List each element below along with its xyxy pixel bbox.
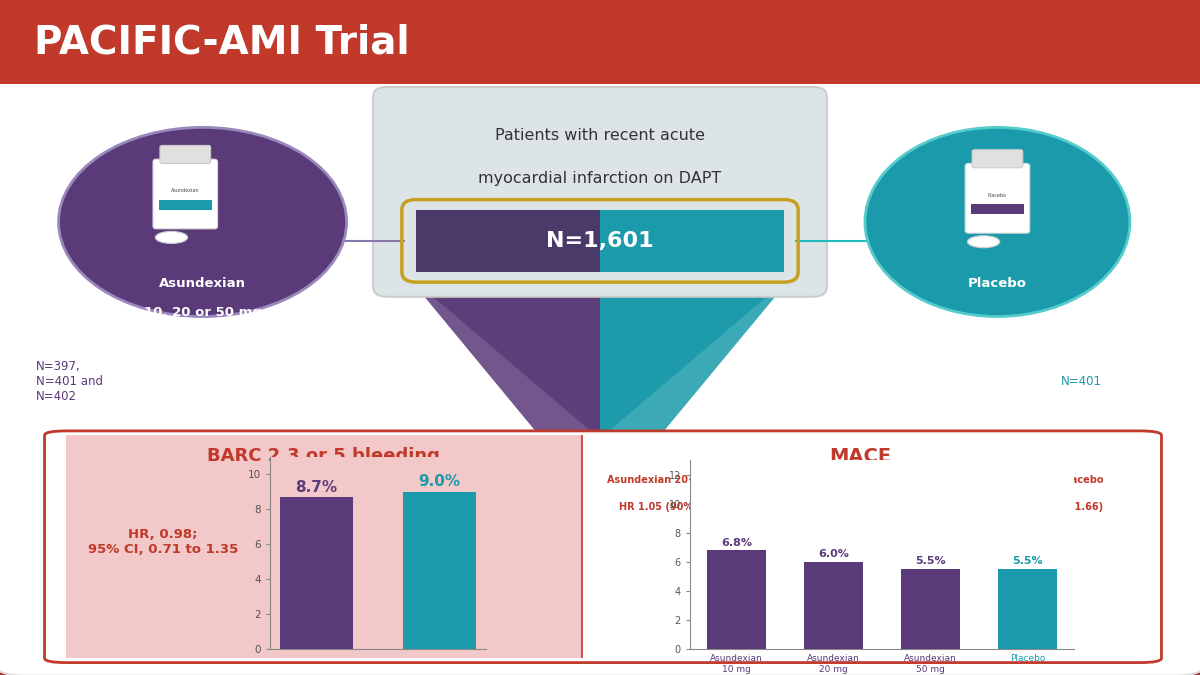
Bar — [901, 570, 960, 649]
FancyBboxPatch shape — [154, 159, 217, 229]
Text: 10, 20 or 50 mg: 10, 20 or 50 mg — [144, 306, 262, 319]
Bar — [971, 204, 1024, 215]
FancyBboxPatch shape — [965, 163, 1030, 233]
Bar — [708, 551, 766, 649]
Ellipse shape — [155, 232, 187, 244]
Text: Placebo: Placebo — [968, 277, 1027, 290]
Polygon shape — [600, 210, 785, 272]
Text: 6.0%: 6.0% — [818, 549, 848, 559]
Text: HR, 0.98;
95% CI, 0.71 to 1.35: HR, 0.98; 95% CI, 0.71 to 1.35 — [88, 529, 238, 556]
Bar — [66, 435, 582, 658]
Bar — [158, 200, 211, 210]
FancyBboxPatch shape — [160, 145, 211, 163]
Text: Asundexian: Asundexian — [160, 277, 246, 290]
Bar — [402, 492, 476, 649]
Text: Placebo: Placebo — [988, 192, 1007, 198]
Text: MACE: MACE — [829, 447, 892, 466]
Polygon shape — [415, 210, 600, 272]
Text: 6.8%: 6.8% — [721, 537, 752, 547]
Polygon shape — [404, 272, 600, 439]
Polygon shape — [404, 272, 600, 439]
Ellipse shape — [865, 128, 1130, 317]
Text: HR 1.05 (90% CI 0.69 to 1.61): HR 1.05 (90% CI 0.69 to 1.61) — [618, 502, 781, 512]
Bar — [804, 562, 863, 649]
Text: 5.5%: 5.5% — [1012, 556, 1043, 566]
Text: 9.0%: 9.0% — [419, 475, 461, 489]
Text: N=397,
N=401 and
N=402: N=397, N=401 and N=402 — [36, 360, 102, 402]
Text: N=401: N=401 — [1061, 375, 1102, 387]
Ellipse shape — [967, 236, 1000, 248]
Text: Asundexian 20+50 mg vs Placebo: Asundexian 20+50 mg vs Placebo — [607, 475, 792, 485]
FancyBboxPatch shape — [0, 77, 1200, 675]
FancyBboxPatch shape — [373, 87, 827, 297]
Bar — [280, 497, 354, 649]
FancyBboxPatch shape — [972, 150, 1022, 168]
Text: myocardial infarction on DAPT: myocardial infarction on DAPT — [479, 171, 721, 186]
Polygon shape — [600, 272, 796, 439]
Ellipse shape — [59, 128, 347, 317]
Text: BARC 2,3 or 5 bleeding: BARC 2,3 or 5 bleeding — [208, 447, 440, 464]
Text: PACIFIC-AMI Trial: PACIFIC-AMI Trial — [34, 23, 409, 61]
Text: Asundexian: Asundexian — [172, 188, 199, 193]
Polygon shape — [600, 272, 796, 439]
FancyBboxPatch shape — [44, 431, 1162, 663]
Text: Asundexian 50 mg vs Placebo: Asundexian 50 mg vs Placebo — [940, 475, 1104, 485]
Text: 5.5%: 5.5% — [916, 556, 946, 566]
Text: HR 1.01 (90% CI 0.61 to 1.66): HR 1.01 (90% CI 0.61 to 1.66) — [941, 502, 1103, 512]
Text: Patients with recent acute: Patients with recent acute — [496, 128, 706, 144]
Text: 8.7%: 8.7% — [295, 479, 337, 495]
Bar — [998, 570, 1056, 649]
Text: N=1,601: N=1,601 — [546, 231, 654, 251]
